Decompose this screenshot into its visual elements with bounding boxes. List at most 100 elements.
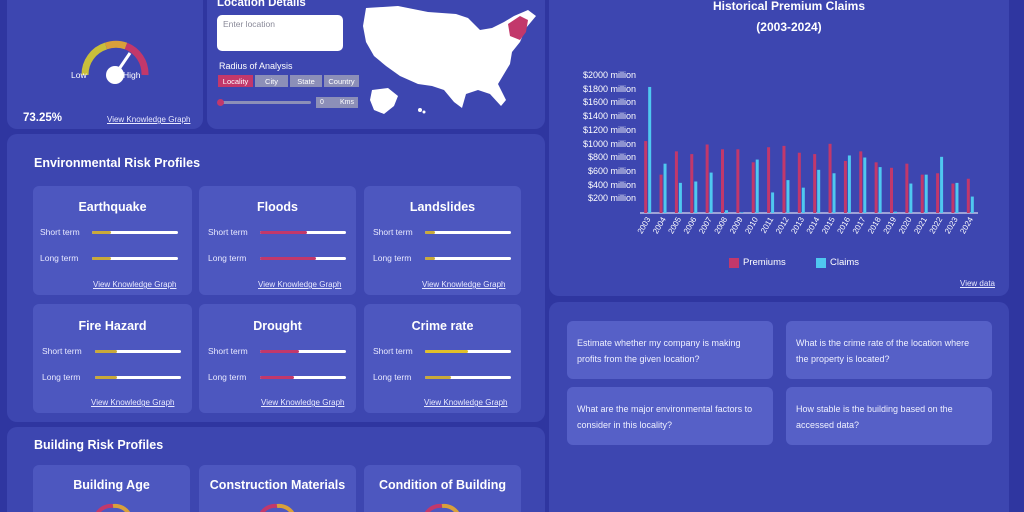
- short-term-fill: [260, 231, 308, 234]
- gauge-low-label: Low: [71, 70, 87, 80]
- radius-title: Radius of Analysis: [219, 61, 293, 71]
- risk-card-fire-hazard: Fire Hazard Short term Long term View Kn…: [33, 304, 192, 413]
- y-tick-label: $400 million: [587, 179, 636, 190]
- risk-card-earthquake: Earthquake Short term Long term View Kno…: [33, 186, 192, 295]
- building-age-gauge: [95, 503, 131, 512]
- risk-card-crime-rate: Crime rate Short term Long term View Kno…: [364, 304, 521, 413]
- risk-gauge-panel: Low High 73.25% View Knowledge Graph: [7, 0, 203, 129]
- long-term-label: Long term: [373, 372, 412, 382]
- y-tick-label: $1200 million: [582, 124, 636, 135]
- building-card-title: Building Age: [73, 478, 150, 492]
- building-title: Building Risk Profiles: [34, 438, 164, 452]
- knowledge-graph-link[interactable]: View Knowledge Graph: [91, 398, 175, 407]
- location-input[interactable]: [217, 15, 343, 51]
- knowledge-graph-link[interactable]: View Knowledge Graph: [422, 280, 506, 289]
- gauge-knowledge-graph-link[interactable]: View Knowledge Graph: [107, 115, 191, 124]
- condition-gauge: [424, 503, 460, 512]
- long-term-bar: [260, 257, 346, 260]
- y-tick-label: $200 million: [587, 193, 636, 204]
- short-term-label: Short term: [208, 346, 248, 356]
- risk-card-drought: Drought Short term Long term View Knowle…: [199, 304, 356, 413]
- short-term-fill: [92, 231, 111, 234]
- long-term-label: Long term: [42, 372, 81, 382]
- alaska-shape: [370, 88, 398, 114]
- long-term-bar: [425, 376, 511, 379]
- long-term-fill: [260, 376, 295, 379]
- y-tick-label: $600 million: [587, 165, 636, 176]
- long-term-bar: [95, 376, 181, 379]
- short-term-bar: [95, 350, 181, 353]
- legend-premiums-swatch: [729, 258, 739, 268]
- materials-gauge: [259, 503, 295, 512]
- radius-slider[interactable]: [217, 99, 311, 106]
- suggested-question[interactable]: What are the major environmental factors…: [567, 387, 773, 445]
- radius-value: 0: [320, 99, 324, 106]
- long-term-fill: [425, 376, 451, 379]
- gauge-high-label: High: [123, 70, 141, 80]
- long-term-label: Long term: [373, 253, 412, 263]
- risk-card-title: Drought: [253, 319, 302, 333]
- legend-claims-swatch: [816, 258, 826, 268]
- short-term-label: Short term: [208, 227, 248, 237]
- radius-unit: Kms: [340, 99, 354, 106]
- radius-option-state[interactable]: State: [290, 75, 322, 87]
- risk-gauge: [81, 40, 149, 84]
- long-term-fill: [260, 257, 316, 260]
- risk-card-floods: Floods Short term Long term View Knowled…: [199, 186, 356, 295]
- y-tick-label: $800 million: [587, 152, 636, 163]
- long-term-fill: [95, 376, 117, 379]
- risk-card-title: Fire Hazard: [78, 319, 147, 333]
- risk-card-title: Landslides: [409, 200, 476, 214]
- y-tick-label: $1400 million: [582, 111, 636, 122]
- short-term-fill: [260, 350, 299, 353]
- knowledge-graph-link[interactable]: View Knowledge Graph: [93, 280, 177, 289]
- building-card-condition: Condition of Building: [364, 465, 521, 512]
- knowledge-graph-link[interactable]: View Knowledge Graph: [261, 398, 345, 407]
- environmental-panel: Environmental Risk Profiles Earthquake S…: [7, 134, 545, 422]
- radius-value-box[interactable]: 0 Kms: [316, 97, 358, 108]
- short-term-label: Short term: [373, 227, 413, 237]
- short-term-label: Short term: [40, 227, 80, 237]
- suggested-question[interactable]: Estimate whether my company is making pr…: [567, 321, 773, 379]
- long-term-fill: [92, 257, 111, 260]
- short-term-bar: [260, 231, 346, 234]
- short-term-bar: [92, 231, 178, 234]
- radius-option-city[interactable]: City: [255, 75, 288, 87]
- short-term-fill: [425, 350, 468, 353]
- chart-panel: [549, 0, 1009, 296]
- knowledge-graph-link[interactable]: View Knowledge Graph: [424, 398, 508, 407]
- short-term-bar: [425, 231, 511, 234]
- building-panel: Building Risk Profiles Building Age Cons…: [7, 427, 545, 512]
- radius-option-locality[interactable]: Locality: [218, 75, 253, 87]
- radius-option-country[interactable]: Country: [324, 75, 359, 87]
- long-term-label: Long term: [208, 253, 247, 263]
- chart-subtitle: (2003-2024): [756, 20, 822, 34]
- suggested-question[interactable]: How stable is the building based on the …: [786, 387, 992, 445]
- view-data-link[interactable]: View data: [960, 279, 995, 288]
- risk-card-title: Crime rate: [411, 319, 474, 333]
- y-tick-label: $1000 million: [582, 138, 636, 149]
- long-term-bar: [425, 257, 511, 260]
- short-term-fill: [95, 350, 117, 353]
- knowledge-graph-link[interactable]: View Knowledge Graph: [258, 280, 342, 289]
- y-tick-label: $2000 million: [582, 70, 636, 80]
- highlighted-state: [508, 16, 528, 40]
- long-term-bar: [260, 376, 346, 379]
- suggested-question[interactable]: What is the crime rate of the location w…: [786, 321, 992, 379]
- building-card-materials: Construction Materials: [199, 465, 356, 512]
- legend-claims-label: Claims: [830, 257, 860, 268]
- risk-percent: 73.25%: [23, 112, 63, 124]
- long-term-label: Long term: [40, 253, 79, 263]
- building-card-age: Building Age: [33, 465, 190, 512]
- short-term-label: Short term: [373, 346, 413, 356]
- long-term-bar: [92, 257, 178, 260]
- radius-slider-handle[interactable]: [217, 99, 224, 106]
- legend-premiums-label: Premiums: [743, 257, 786, 268]
- long-term-fill: [425, 257, 436, 260]
- short-term-label: Short term: [42, 346, 82, 356]
- risk-card-title: Earthquake: [78, 200, 147, 214]
- building-card-title: Construction Materials: [209, 478, 346, 492]
- short-term-bar: [260, 350, 346, 353]
- us-map[interactable]: [358, 2, 543, 122]
- environmental-title: Environmental Risk Profiles: [34, 156, 201, 170]
